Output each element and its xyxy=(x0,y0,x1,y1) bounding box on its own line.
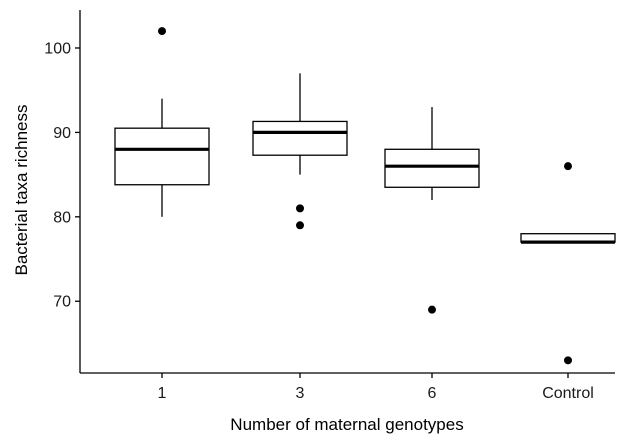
outlier-point xyxy=(296,221,304,230)
outlier-point xyxy=(428,305,436,314)
x-tick-label: 1 xyxy=(158,385,167,402)
box-group-control xyxy=(520,162,616,365)
y-tick-label: 100 xyxy=(44,40,71,57)
box-group-1 xyxy=(114,27,210,217)
y-axis-title: Bacterial taxa richness xyxy=(12,104,31,275)
x-tick-label: 6 xyxy=(428,385,437,402)
outlier-point xyxy=(296,204,304,213)
x-ticks: 1 3 6 Control xyxy=(158,373,594,402)
y-tick-label: 70 xyxy=(53,294,71,311)
axes xyxy=(79,10,615,374)
boxes xyxy=(114,27,616,365)
outlier-point xyxy=(564,356,572,365)
outlier-point xyxy=(158,27,166,36)
x-tick-label: 3 xyxy=(296,385,305,402)
x-tick-label: Control xyxy=(542,385,594,402)
x-axis-title: Number of maternal genotypes xyxy=(230,415,463,434)
box-iqr xyxy=(252,120,348,156)
box-group-6 xyxy=(384,107,480,314)
y-ticks: 70 80 90 100 xyxy=(44,40,80,311)
box-iqr xyxy=(114,127,210,186)
y-tick-label: 80 xyxy=(53,209,71,226)
box-group-3 xyxy=(252,73,348,230)
box-iqr xyxy=(384,148,480,188)
y-tick-label: 90 xyxy=(53,125,71,142)
outlier-point xyxy=(564,162,572,171)
